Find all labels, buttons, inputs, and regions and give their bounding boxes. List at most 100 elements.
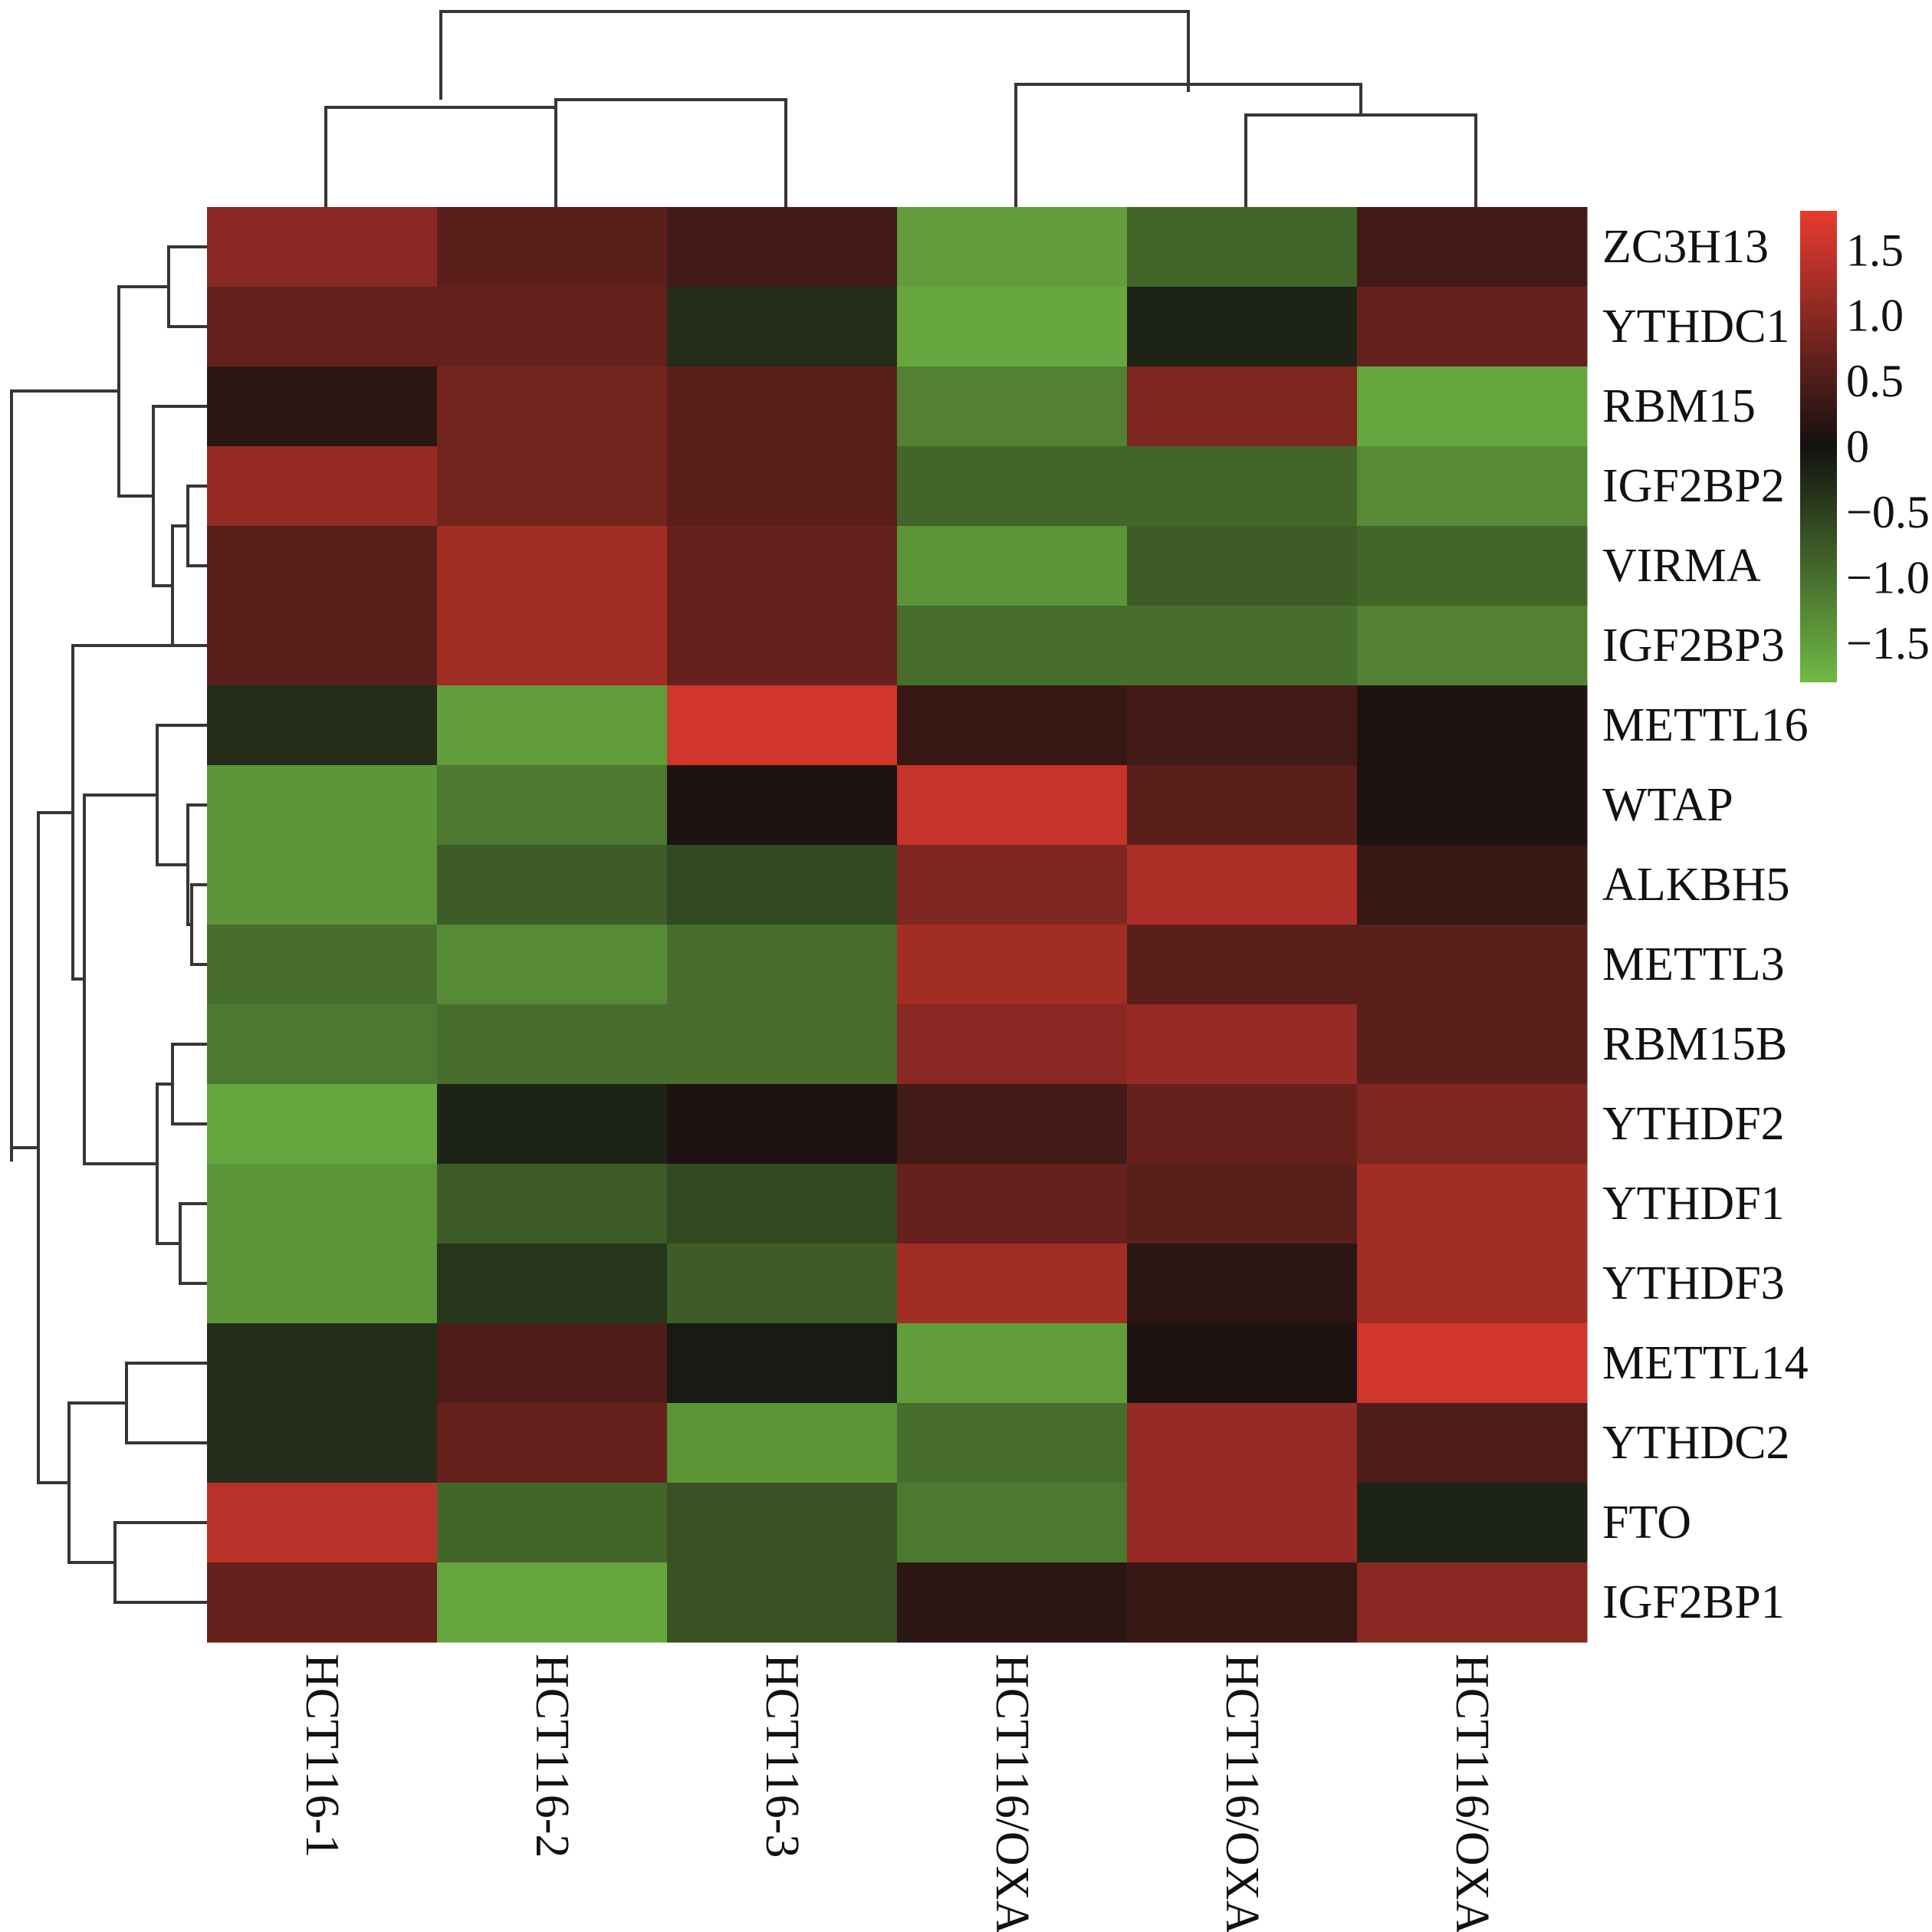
heatmap-cell (437, 1004, 668, 1085)
row-label: YTHDF2 (1602, 1098, 1785, 1150)
heatmap-cell (437, 1084, 668, 1165)
heatmap-cell (1357, 1403, 1588, 1484)
heatmap-cell (897, 1323, 1128, 1404)
heatmap-cell (897, 685, 1128, 766)
colorbar-tick-label: 1.0 (1846, 291, 1904, 341)
heatmap-cell (667, 925, 898, 1005)
heatmap-cell (1357, 287, 1588, 367)
heatmap-cell (667, 685, 898, 766)
heatmap-cell (667, 1323, 898, 1404)
heatmap-cell (1357, 1483, 1588, 1563)
heatmap-cell (207, 1562, 438, 1643)
row-label: RBM15 (1602, 380, 1756, 432)
colorbar-tick-label: 0.5 (1846, 356, 1904, 406)
column-label: HCT116-1 (296, 1654, 348, 1858)
row-label: METTL14 (1602, 1337, 1809, 1389)
heatmap-cell (1127, 446, 1358, 527)
heatmap-cell (897, 207, 1128, 288)
heatmap-cell (1127, 207, 1358, 288)
heatmap-cell (1127, 925, 1358, 1005)
heatmap-cell (897, 446, 1128, 527)
heatmap-cell (437, 287, 668, 367)
row-labels: ZC3H13 YTHDC1 RBM15 IGF2BP2 VIRMA IGF2BP… (1602, 221, 1809, 1628)
heatmap-cell (1357, 207, 1588, 288)
heatmap-cell (207, 1244, 438, 1324)
row-label: FTO (1602, 1497, 1691, 1549)
heatmap-cell (897, 765, 1128, 846)
heatmap-cell (897, 925, 1128, 1005)
heatmap-cell (1127, 1164, 1358, 1244)
heatmap-cell (667, 1403, 898, 1484)
column-label: HCT116-3 (756, 1654, 808, 1858)
colorbar-tick-label: −0.5 (1846, 487, 1930, 537)
heatmap-cell (897, 1004, 1128, 1085)
colorbar-tick-label: −1.0 (1846, 552, 1930, 603)
column-label: HCT116-2 (526, 1654, 578, 1858)
row-label: IGF2BP1 (1602, 1576, 1785, 1628)
heatmap-cell (667, 207, 898, 288)
heatmap-cell (1127, 1483, 1358, 1563)
heatmap-cell (1357, 765, 1588, 846)
heatmap-cell (207, 765, 438, 846)
heatmap-cell (897, 1244, 1128, 1324)
row-label: METTL3 (1602, 938, 1785, 991)
heatmap-cell (1357, 1562, 1588, 1643)
heatmap-cell (667, 526, 898, 606)
row-label: VIRMA (1602, 540, 1761, 592)
heatmap-cell (897, 1403, 1128, 1484)
row-dendro-link (156, 724, 207, 866)
heatmap-cell (437, 1403, 668, 1484)
heatmap-cell (667, 1084, 898, 1165)
heatmap-cell (1127, 1244, 1358, 1324)
column-dendrogram (324, 10, 1477, 207)
heatmap-cell (897, 1084, 1128, 1165)
row-dendro-link (171, 524, 207, 647)
heatmap-cell (207, 1164, 438, 1244)
heatmap-cell (207, 1403, 438, 1484)
heatmap-cell (207, 526, 438, 606)
heatmap-cell (207, 685, 438, 766)
col-dendro-link (324, 106, 557, 207)
row-dendro-link (167, 245, 207, 328)
row-dendro-link (190, 883, 207, 966)
heatmap-cell (437, 845, 668, 925)
heatmap-cell (667, 1004, 898, 1085)
row-label: METTL16 (1602, 699, 1809, 751)
colorbar-tick-label: 1.5 (1846, 225, 1904, 275)
heatmap-cell (1127, 765, 1358, 846)
heatmap-cell (897, 606, 1128, 686)
row-dendrogram (10, 245, 207, 1604)
row-dendro-link (171, 1043, 207, 1125)
row-label: IGF2BP2 (1602, 460, 1785, 512)
colorbar-gradient (1800, 211, 1837, 682)
heatmap-cell (667, 845, 898, 925)
heatmap-cell (1357, 685, 1588, 766)
heatmap-cell (1357, 446, 1588, 527)
row-label: YTHDF3 (1602, 1257, 1785, 1309)
row-dendro-link (37, 811, 73, 1484)
heatmap-cell (1357, 1323, 1588, 1404)
heatmap-cell (1357, 1004, 1588, 1085)
heatmap-cell (897, 1562, 1128, 1643)
heatmap-cell (207, 1004, 438, 1085)
heatmap-cell (897, 1164, 1128, 1244)
heatmap-cell (207, 845, 438, 925)
row-dendro-link (10, 389, 119, 1162)
column-labels: HCT116-1 HCT116-2 HCT116-3 HCT116/OXA-1 … (296, 1654, 1498, 1932)
colorbar-ticks: 1.5 1.0 0.5 0 −0.5 −1.0 −1.5 (1846, 225, 1930, 669)
heatmap-cell (1127, 287, 1358, 367)
row-label: ALKBH5 (1602, 859, 1790, 911)
row-label: RBM15B (1602, 1018, 1787, 1070)
heatmap-cell (437, 606, 668, 686)
heatmap-cell (667, 606, 898, 686)
heatmap-cell (1357, 366, 1588, 447)
row-label: WTAP (1602, 779, 1733, 831)
row-dendro-link (117, 285, 169, 498)
heatmap-cell (667, 1562, 898, 1643)
heatmap-cell (207, 446, 438, 527)
heatmap-cell (437, 526, 668, 606)
col-dendro-link (1014, 83, 1362, 207)
row-label: ZC3H13 (1602, 221, 1769, 273)
heatmap-cell (1357, 1084, 1588, 1165)
heatmap-cell (207, 207, 438, 288)
